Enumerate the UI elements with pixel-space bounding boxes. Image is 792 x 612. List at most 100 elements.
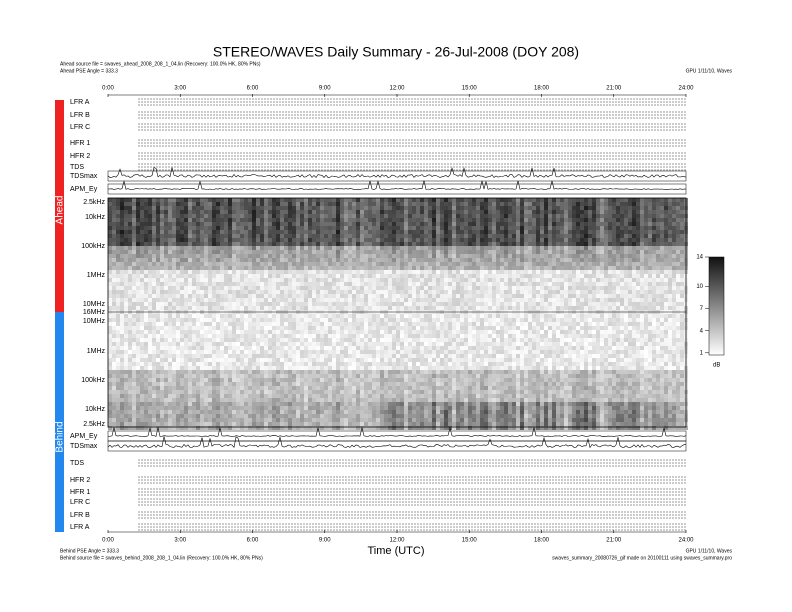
spectrogram-cell bbox=[552, 214, 556, 218]
spectrogram-cell bbox=[172, 330, 176, 334]
spectrogram-cell bbox=[428, 254, 432, 258]
spectrogram-cell bbox=[164, 234, 168, 238]
spectrogram-cell bbox=[576, 294, 580, 298]
spectrogram-cell bbox=[224, 334, 228, 338]
spectrogram-cell bbox=[212, 226, 216, 230]
spectrogram-cell bbox=[656, 222, 660, 226]
spectrogram-cell bbox=[296, 334, 300, 338]
spectrogram-cell bbox=[288, 238, 292, 242]
spectrogram-cell bbox=[496, 230, 500, 234]
spectrogram-cell bbox=[412, 270, 416, 274]
spectrogram-cell bbox=[172, 254, 176, 258]
spectrogram-cell bbox=[228, 294, 232, 298]
spectrogram-cell bbox=[320, 250, 324, 254]
spectrogram-cell bbox=[300, 218, 304, 222]
spectrogram-cell bbox=[452, 278, 456, 282]
spectrogram-cell bbox=[300, 290, 304, 294]
spectrogram-cell bbox=[504, 238, 508, 242]
spectrogram-cell bbox=[308, 290, 312, 294]
spectrogram-cell bbox=[556, 274, 560, 278]
spectrogram-cell bbox=[472, 266, 476, 270]
spectrogram-cell bbox=[152, 230, 156, 234]
spectrogram-cell bbox=[244, 330, 248, 334]
spectrogram-cell bbox=[452, 326, 456, 330]
spectrogram-cell bbox=[628, 314, 632, 318]
spectrogram-cell bbox=[680, 314, 684, 318]
spectrogram-cell bbox=[508, 270, 512, 274]
spectrogram-cell bbox=[668, 290, 672, 294]
spectrogram-cell bbox=[176, 238, 180, 242]
spectrogram-cell bbox=[264, 226, 268, 230]
spectrogram-cell bbox=[120, 226, 124, 230]
spectrogram-cell bbox=[196, 334, 200, 338]
spectrogram-cell bbox=[620, 266, 624, 270]
spectrogram-cell bbox=[468, 202, 472, 206]
spectrogram-cell bbox=[176, 314, 180, 318]
spectrogram-cell bbox=[636, 326, 640, 330]
spectrogram-cell bbox=[260, 218, 264, 222]
spectrogram-cell bbox=[340, 270, 344, 274]
spectrogram-cell bbox=[548, 262, 552, 266]
spectrogram-cell bbox=[480, 246, 484, 250]
spectrogram-cell bbox=[176, 234, 180, 238]
spectrogram-cell bbox=[492, 242, 496, 246]
spectrogram-cell bbox=[432, 262, 436, 266]
spectrogram-cell bbox=[272, 258, 276, 262]
spectrogram-cell bbox=[620, 246, 624, 250]
spectrogram-cell bbox=[232, 198, 236, 202]
spectrogram-cell bbox=[624, 206, 628, 210]
spectrogram-cell bbox=[352, 314, 356, 318]
spectrogram-cell bbox=[228, 314, 232, 318]
spectrogram-cell bbox=[608, 226, 612, 230]
spectrogram-cell bbox=[480, 226, 484, 230]
spectrogram-cell bbox=[452, 302, 456, 306]
spectrogram-cell bbox=[476, 202, 480, 206]
spectrogram-cell bbox=[564, 206, 568, 210]
spectrogram-cell bbox=[264, 278, 268, 282]
spectrogram-cell bbox=[292, 214, 296, 218]
spectrogram-cell bbox=[548, 214, 552, 218]
spectrogram-cell bbox=[296, 286, 300, 290]
spectrogram-cell bbox=[644, 206, 648, 210]
spectrogram-cell bbox=[668, 326, 672, 330]
spectrogram-cell bbox=[600, 306, 604, 310]
spectrogram-cell bbox=[392, 254, 396, 258]
spectrogram-cell bbox=[660, 318, 664, 322]
spectrogram-cell bbox=[676, 286, 680, 290]
spectrogram-cell bbox=[236, 274, 240, 278]
spectrogram-cell bbox=[124, 326, 128, 330]
spectrogram-cell bbox=[540, 234, 544, 238]
spectrogram-cell bbox=[544, 274, 548, 278]
spectrogram-cell bbox=[204, 222, 208, 226]
spectrogram-cell bbox=[264, 334, 268, 338]
spectrogram-cell bbox=[420, 226, 424, 230]
spectrogram-cell bbox=[652, 278, 656, 282]
spectrogram-cell bbox=[620, 286, 624, 290]
spectrogram-cell bbox=[156, 306, 160, 310]
spectrogram-cell bbox=[116, 298, 120, 302]
spectrogram-cell bbox=[612, 294, 616, 298]
spectrogram-cell bbox=[144, 270, 148, 274]
spectrogram-cell bbox=[352, 290, 356, 294]
spectrogram-cell bbox=[224, 286, 228, 290]
spectrogram-cell bbox=[560, 254, 564, 258]
spectrogram-cell bbox=[520, 206, 524, 210]
spectrogram-cell bbox=[236, 246, 240, 250]
spectrogram-cell bbox=[456, 258, 460, 262]
spectrogram-cell bbox=[276, 218, 280, 222]
spectrogram-cell bbox=[376, 306, 380, 310]
spectrogram-cell bbox=[168, 210, 172, 214]
spectrogram-cell bbox=[416, 250, 420, 254]
spectrogram-cell bbox=[280, 298, 284, 302]
spectrogram-cell bbox=[584, 318, 588, 322]
spectrogram-cell bbox=[348, 226, 352, 230]
spectrogram-cell bbox=[496, 222, 500, 226]
spectrogram-cell bbox=[160, 218, 164, 222]
spectrogram-cell bbox=[376, 290, 380, 294]
spectrogram-cell bbox=[336, 298, 340, 302]
spectrogram-cell bbox=[524, 226, 528, 230]
spectrogram-cell bbox=[352, 246, 356, 250]
spectrogram-cell bbox=[332, 270, 336, 274]
spectrogram-cell bbox=[600, 298, 604, 302]
spectrogram-cell bbox=[300, 250, 304, 254]
